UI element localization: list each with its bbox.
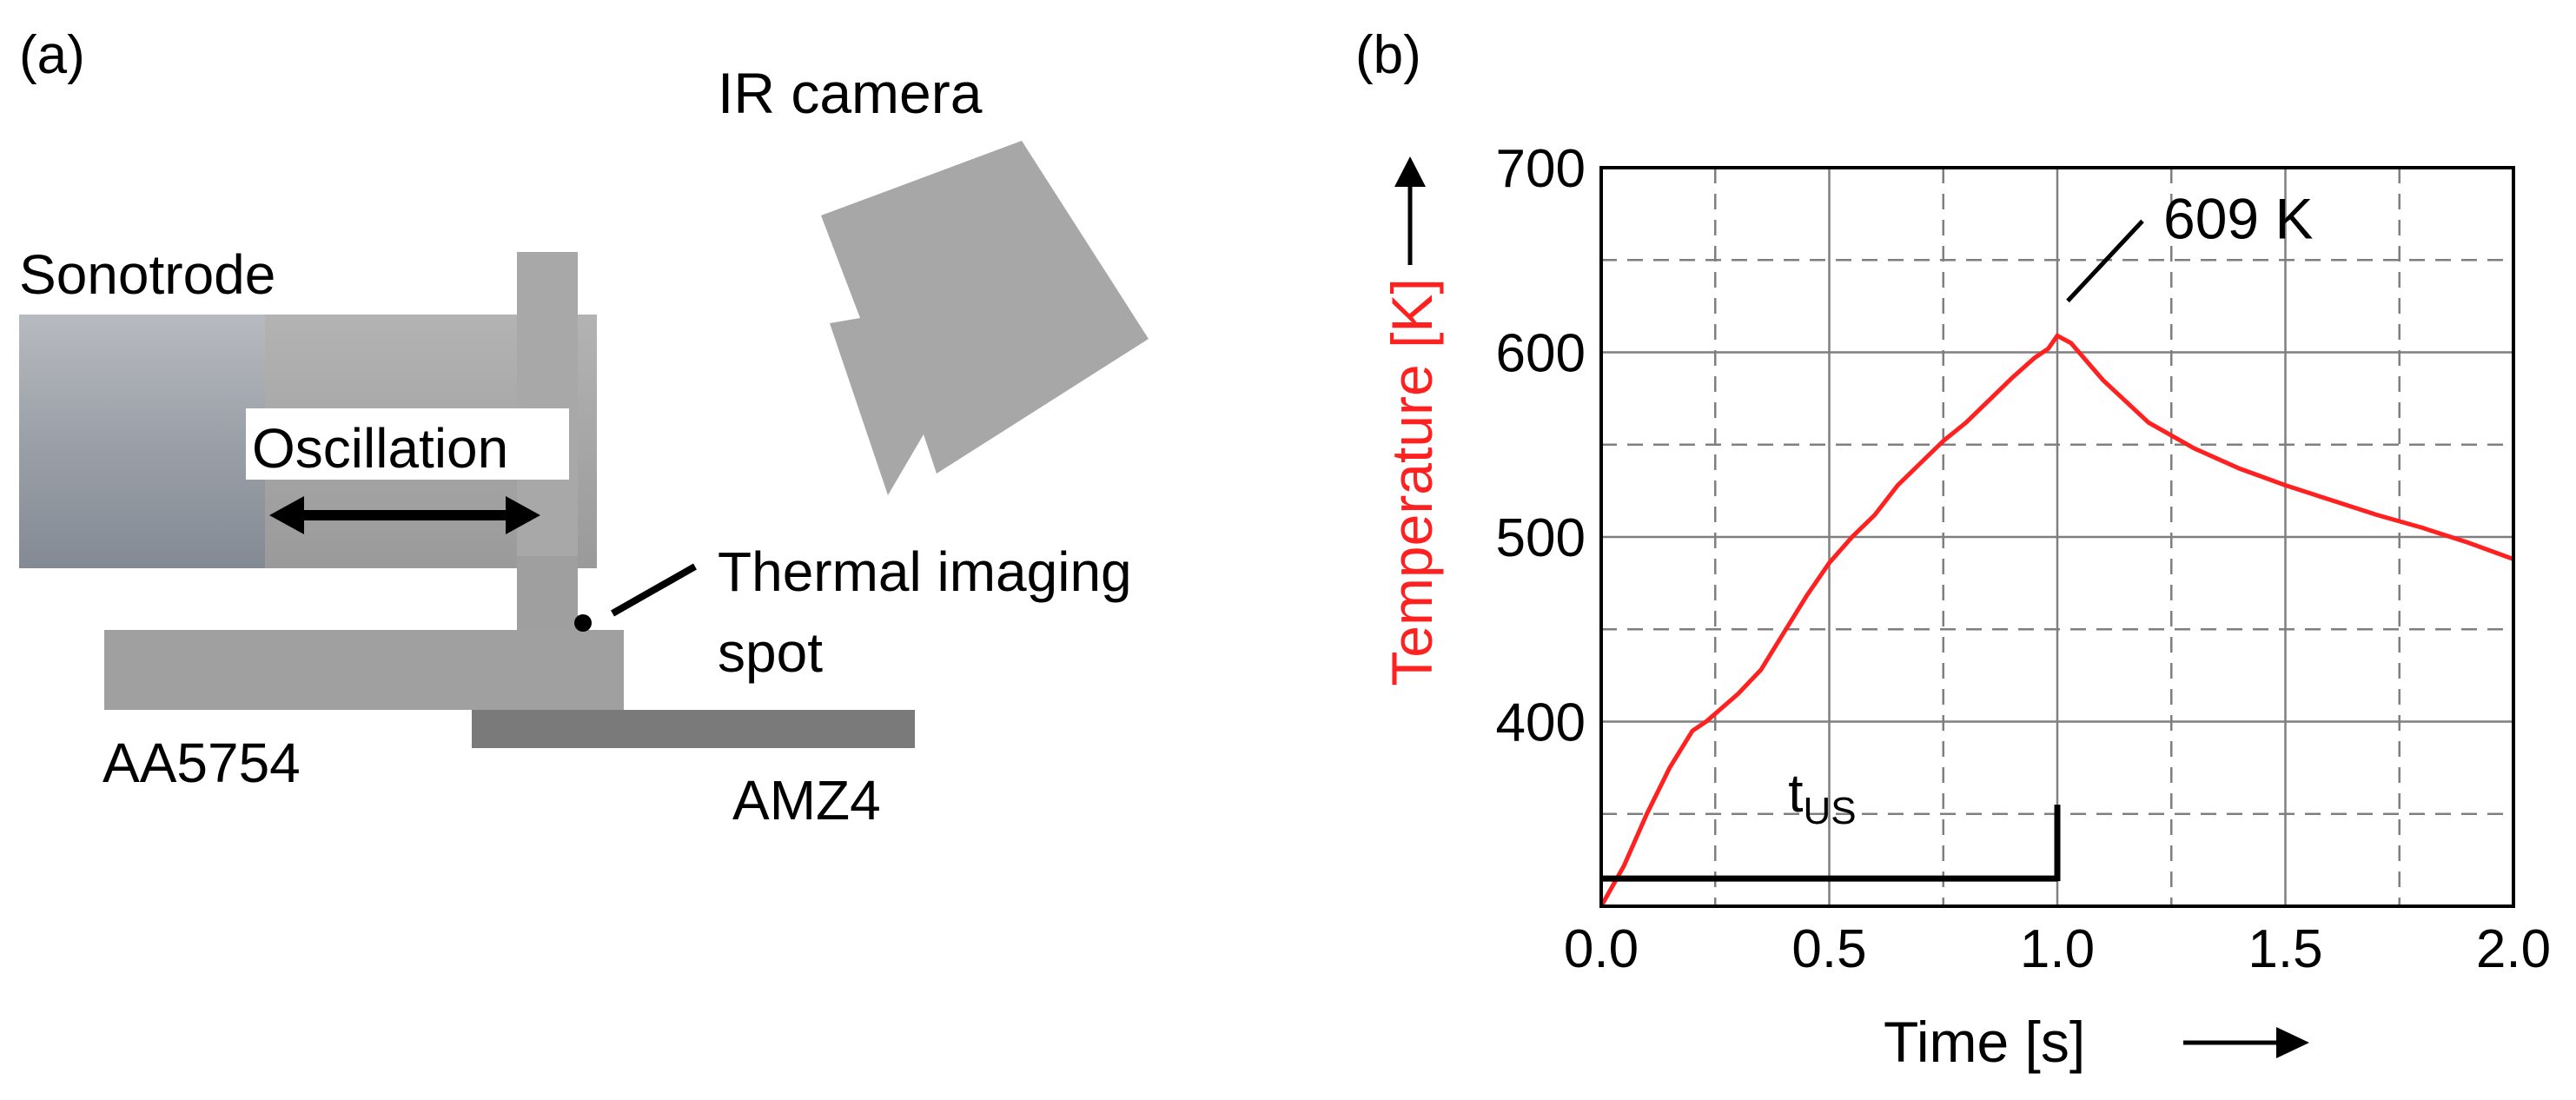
aa5754-label: AA5754 [103,732,301,794]
y-tick-label: 500 [1496,508,1586,568]
tus-label: tUS [1788,764,1856,832]
oscillation-label-box [246,408,569,480]
x-axis-label: Time [s] [1884,1010,2085,1074]
panel-b: (b) 0.0 0.5 1.0 1.5 2.0 400 500 600 700 Temperat… [1355,25,2551,1074]
y-tick-label: 400 [1496,693,1586,753]
thermal-spot-label-line1: Thermal imaging [718,540,1132,603]
tus-label-main: t [1788,764,1803,824]
peak-value-label: 609 K [2163,186,2313,250]
x-tick-label: 0.5 [1791,919,1866,979]
x-tick-label: 1.0 [2020,919,2095,979]
temperature-series-line [1599,333,2514,908]
y-axis-label: Temperature [K] [1380,278,1444,686]
thermal-imaging-spot-dot [574,614,592,632]
panel-a: (a) IR camera Sonotrode Oscillation Ther… [19,25,1149,832]
plot-frame [1599,166,2515,908]
x-tick-label: 0.0 [1564,919,1639,979]
panel-a-label: (a) [19,25,85,85]
y-axis-arrow-icon [1394,156,1426,265]
axis-ticks: 0.0 0.5 1.0 1.5 2.0 400 500 600 700 [1496,139,2552,979]
amz4-label: AMZ4 [732,769,881,832]
thermal-spot-label-line2: spot [718,621,823,684]
thermal-spot-leader-line [611,563,697,617]
chart-grid [1601,168,2513,906]
peak-leader-line [2066,219,2144,303]
y-tick-label: 700 [1496,139,1586,199]
sonotrode-tip-lower [517,556,578,630]
ir-camera-icon [821,141,1149,495]
tus-label-sub: US [1803,790,1856,832]
panel-b-label: (b) [1355,25,1421,85]
temperature-chart: 0.0 0.5 1.0 1.5 2.0 400 500 600 700 Temperature … [1380,139,2551,1074]
x-axis-arrow-icon [2183,1027,2309,1058]
sonotrode-label: Sonotrode [19,243,275,306]
lower-sheet-amz4 [472,710,915,748]
ir-camera-label: IR camera [718,61,983,125]
x-tick-label: 2.0 [2476,919,2551,979]
upper-sheet-aa5754 [104,630,624,710]
oscillation-label: Oscillation [252,417,508,480]
oscillation-arrow-icon [269,496,540,534]
x-tick-label: 1.5 [2248,919,2322,979]
y-tick-label: 600 [1496,324,1586,384]
